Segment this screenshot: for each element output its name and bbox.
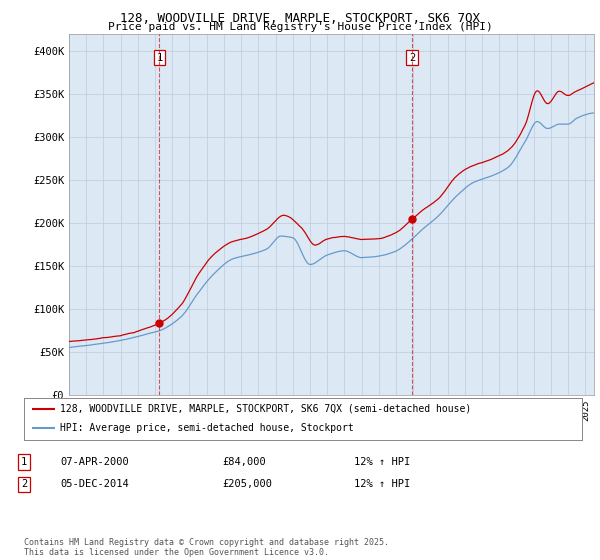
Text: 12% ↑ HPI: 12% ↑ HPI (354, 479, 410, 489)
Text: 1: 1 (156, 53, 163, 63)
Text: 07-APR-2000: 07-APR-2000 (60, 457, 129, 467)
Text: 128, WOODVILLE DRIVE, MARPLE, STOCKPORT, SK6 7QX (semi-detached house): 128, WOODVILLE DRIVE, MARPLE, STOCKPORT,… (60, 404, 472, 414)
Text: 05-DEC-2014: 05-DEC-2014 (60, 479, 129, 489)
Text: 2: 2 (409, 53, 415, 63)
Text: 12% ↑ HPI: 12% ↑ HPI (354, 457, 410, 467)
Text: £84,000: £84,000 (222, 457, 266, 467)
Text: 2: 2 (21, 479, 27, 489)
Text: Price paid vs. HM Land Registry's House Price Index (HPI): Price paid vs. HM Land Registry's House … (107, 22, 493, 32)
Text: £205,000: £205,000 (222, 479, 272, 489)
Text: HPI: Average price, semi-detached house, Stockport: HPI: Average price, semi-detached house,… (60, 423, 354, 433)
Text: 128, WOODVILLE DRIVE, MARPLE, STOCKPORT, SK6 7QX: 128, WOODVILLE DRIVE, MARPLE, STOCKPORT,… (120, 12, 480, 25)
Text: Contains HM Land Registry data © Crown copyright and database right 2025.
This d: Contains HM Land Registry data © Crown c… (24, 538, 389, 557)
Text: 1: 1 (21, 457, 27, 467)
